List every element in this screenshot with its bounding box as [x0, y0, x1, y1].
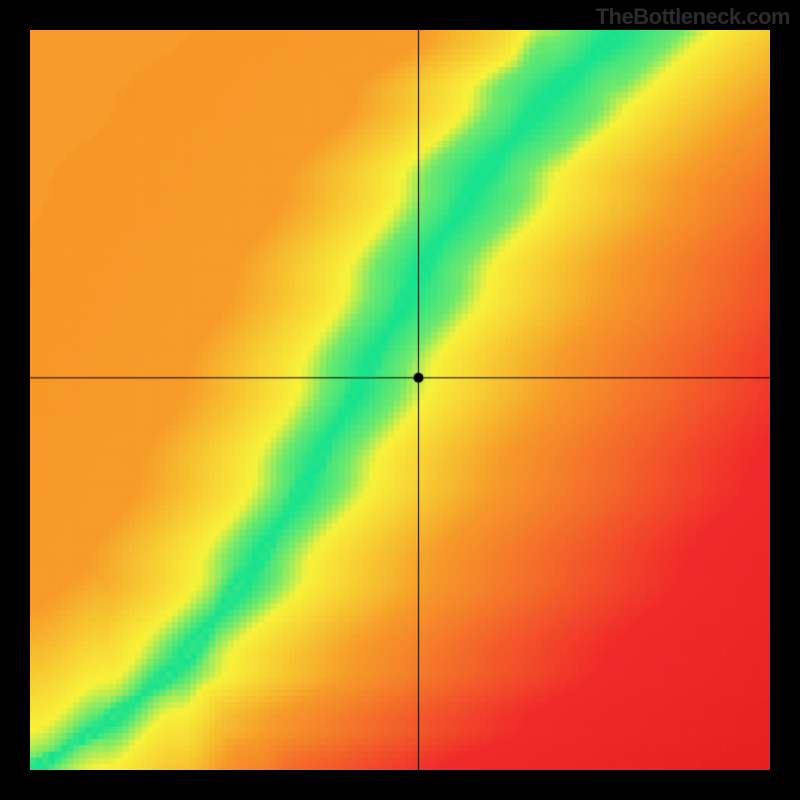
watermark-text: TheBottleneck.com — [596, 4, 790, 30]
heatmap-canvas — [30, 30, 770, 770]
chart-container: TheBottleneck.com — [0, 0, 800, 800]
